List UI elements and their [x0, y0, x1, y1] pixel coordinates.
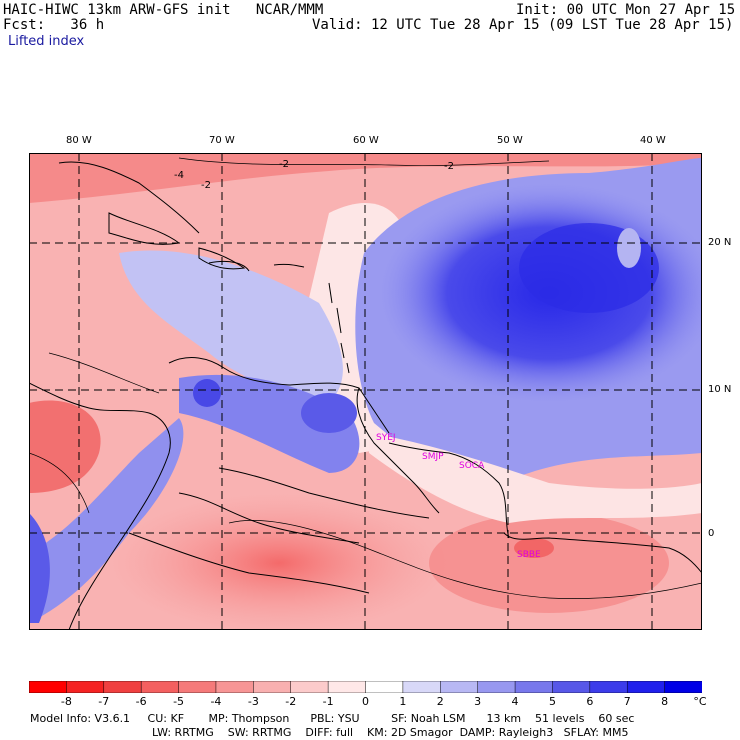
colorbar-bin [66, 681, 105, 693]
colorbar-tick-label: -5 [173, 695, 185, 708]
colorbar-bin [477, 681, 516, 693]
colorbar-bin [253, 681, 292, 693]
lat-lon-grid [29, 153, 702, 630]
colorbar-tick-label: 1 [399, 695, 407, 708]
colorbar-bin [29, 681, 68, 693]
colorbar-tick-label: -1 [322, 695, 334, 708]
station-label: SMJP [422, 452, 444, 462]
lat-label: 0 [708, 528, 715, 539]
field-region [29, 400, 101, 493]
colorbar-bin [103, 681, 142, 693]
colorbar-tick-label: 6 [586, 695, 594, 708]
colorbar-tick-label: 3 [474, 695, 482, 708]
field-region [29, 513, 50, 623]
contour-label: -4 [174, 170, 184, 181]
colorbar-bin [626, 681, 666, 693]
colorbar-tick-label: 8 [661, 695, 669, 708]
field-region [193, 379, 221, 407]
model-info-line1: Model Info: V3.6.1 CU: KF MP: Thompson P… [30, 712, 635, 725]
field-region [514, 538, 554, 558]
station-label: SBBE [517, 550, 541, 560]
field-region [29, 153, 702, 203]
model-title: HAIC-HIWC 13km ARW-GFS init NCAR/MMM [3, 2, 324, 18]
contour-lines [29, 157, 702, 599]
map-frame [29, 153, 702, 630]
lon-label: 50 W [497, 135, 523, 146]
colorbar-bin [178, 681, 217, 693]
station-label: SYEJ [376, 433, 396, 443]
init-time: Init: 00 UTC Mon 27 Apr 15 [516, 2, 736, 18]
colorbar-bin [514, 681, 554, 693]
lon-label: 80 W [66, 135, 92, 146]
lon-label: 60 W [353, 135, 379, 146]
field-region [29, 418, 184, 623]
field-region [369, 433, 702, 523]
field-region [429, 513, 669, 613]
colorbar-bin [140, 681, 180, 693]
contour-label: -2 [279, 159, 289, 170]
forecast-hour: Fcst: 36 h [3, 17, 105, 33]
colorbar-tick-label: -7 [98, 695, 110, 708]
colorbar-bin [664, 681, 702, 693]
colorbar-bin [589, 681, 628, 693]
colorbar-bin [440, 681, 479, 693]
coastlines [29, 161, 702, 630]
lon-label: 70 W [209, 135, 235, 146]
colorbar-tick-label: 2 [436, 695, 444, 708]
valid-time: Valid: 12 UTC Tue 28 Apr 15 (09 LST Tue … [312, 17, 734, 33]
lat-label: 10 N [708, 384, 732, 395]
colorbar-tick-label: -8 [60, 695, 72, 708]
contour-label: -2 [201, 180, 211, 191]
station-label: SOCA [459, 461, 485, 471]
colorbar-tick-label: 4 [511, 695, 519, 708]
model-info-line2: LW: RRTMG SW: RRTMG DIFF: full KM: 2D Sm… [152, 726, 629, 739]
lifted-index-map: -2 -4 -2 -2 SYEJ SMJP SOCA SBBE [29, 153, 702, 630]
colorbar [29, 681, 702, 693]
colorbar-tick-label: 0 [362, 695, 369, 708]
field-region [119, 250, 343, 403]
lat-label: 20 N [708, 237, 732, 248]
colorbar-tick-label: -2 [285, 695, 297, 708]
lon-label: 40 W [640, 135, 666, 146]
colorbar-tick-label: 5 [548, 695, 556, 708]
field-region [617, 228, 641, 268]
colorbar-bin [365, 681, 404, 693]
colorbar-tick-label: -3 [247, 695, 259, 708]
colorbar-unit: °C [693, 695, 707, 708]
colorbar-tick-label: 7 [623, 695, 631, 708]
colorbar-bin [327, 681, 367, 693]
colorbar-bin [402, 681, 442, 693]
field-name: Lifted index [8, 34, 85, 49]
colorbar-bin [290, 681, 329, 693]
colorbar-tick-label: -4 [210, 695, 222, 708]
contour-label: -2 [444, 161, 454, 172]
colorbar-tick-label: -6 [135, 695, 147, 708]
colorbar-bin [215, 681, 255, 693]
field-region [109, 493, 449, 630]
colorbar-bin [552, 681, 591, 693]
field-region [301, 393, 357, 433]
